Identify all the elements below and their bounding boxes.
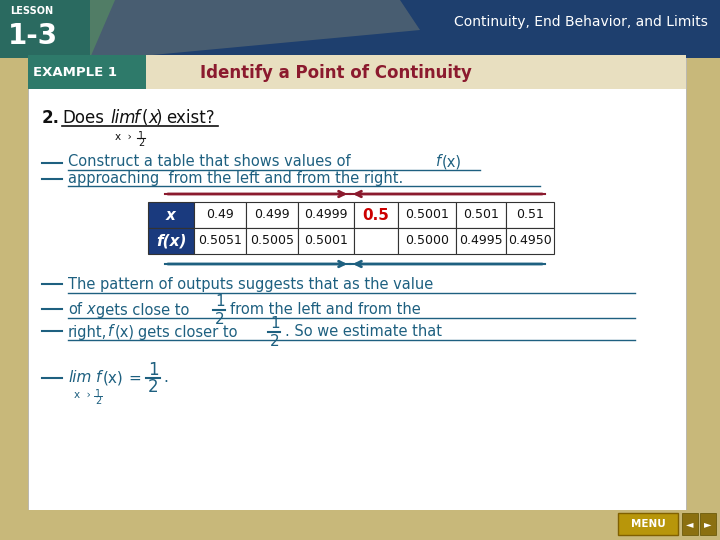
Text: 2: 2 [148,378,158,396]
Text: right,: right, [68,325,107,340]
Bar [0,0,720,58]
Bar [398,228,456,254]
Text: f: f [108,325,113,340]
Bar [354,202,398,228]
Polygon shape [90,0,420,58]
Bar [298,202,354,228]
Text: Continuity, End Behavior, and Limits: Continuity, End Behavior, and Limits [454,15,708,29]
Text: (x): (x) [115,325,135,340]
Text: ◄: ◄ [686,519,694,529]
Text: 2: 2 [270,334,279,348]
Text: 0.4950: 0.4950 [508,234,552,247]
Bar [148,228,194,254]
Bar [246,228,298,254]
Text: 0.49: 0.49 [206,208,234,221]
Text: Does: Does [62,109,104,127]
Text: exist?: exist? [166,109,215,127]
Text: x: x [148,109,158,127]
Text: =: = [128,370,140,386]
Text: The pattern of outputs suggests that as the value: The pattern of outputs suggests that as … [68,278,433,293]
Text: LESSON: LESSON [10,6,53,16]
Bar [700,513,716,535]
Bar [618,513,678,535]
Text: 0.5001: 0.5001 [304,234,348,247]
Bar [28,55,686,517]
Text: (: ( [142,109,148,127]
Text: 0.5001: 0.5001 [405,208,449,221]
Text: MENU: MENU [631,519,665,529]
Text: x: x [86,302,94,318]
Text: x: x [166,207,176,222]
Text: (x): (x) [103,370,124,386]
Text: 0.501: 0.501 [463,208,499,221]
Bar [398,202,456,228]
Text: ): ) [156,109,163,127]
Bar [246,202,298,228]
Text: x  ›: x › [74,390,91,400]
Text: 1: 1 [148,361,158,379]
Text: of: of [68,302,82,318]
Text: x  ›: x › [115,132,132,142]
Polygon shape [0,0,115,58]
Bar [28,55,686,89]
Text: 0.4999: 0.4999 [305,208,348,221]
Text: 0.5: 0.5 [363,207,390,222]
Text: lim: lim [68,370,91,386]
Text: from the left and from the: from the left and from the [230,302,420,318]
Text: 1: 1 [138,131,144,141]
Text: (x): (x) [442,154,462,170]
Text: gets close to: gets close to [96,302,189,318]
Text: 0.499: 0.499 [254,208,290,221]
Bar [506,202,554,228]
Text: 1: 1 [215,294,225,309]
Text: 1: 1 [270,316,279,332]
Text: 2: 2 [215,312,225,327]
Text: .: . [163,370,168,386]
Bar [194,228,246,254]
Bar [194,202,246,228]
Text: Identify a Point of Continuity: Identify a Point of Continuity [200,64,472,82]
Text: approaching  from the left and from the right.: approaching from the left and from the r… [68,171,403,186]
Text: 0.5005: 0.5005 [250,234,294,247]
Bar [506,228,554,254]
Text: 0.4995: 0.4995 [459,234,503,247]
Text: Construct a table that shows values of: Construct a table that shows values of [68,154,351,170]
Text: f: f [96,370,102,386]
Text: 2: 2 [138,138,144,148]
Bar [456,202,506,228]
Text: ►: ► [704,519,712,529]
Bar [148,202,194,228]
Text: 1-3: 1-3 [8,22,58,50]
Text: . So we estimate that: . So we estimate that [285,325,442,340]
Text: 0.5051: 0.5051 [198,234,242,247]
Polygon shape [28,55,130,89]
Bar [0,510,720,540]
Text: gets closer to: gets closer to [138,325,238,340]
Text: EXAMPLE 1: EXAMPLE 1 [33,66,117,79]
Text: 1: 1 [95,389,101,399]
Text: 2.: 2. [42,109,60,127]
Text: f: f [436,154,441,170]
Bar [298,228,354,254]
Bar [354,228,398,254]
Text: lim: lim [110,109,135,127]
Text: 2: 2 [95,396,102,406]
Text: f(x): f(x) [156,233,186,248]
Bar [456,228,506,254]
Text: 0.5000: 0.5000 [405,234,449,247]
Bar [28,55,146,89]
Text: f: f [134,109,140,127]
Bar [682,513,698,535]
Text: 0.51: 0.51 [516,208,544,221]
